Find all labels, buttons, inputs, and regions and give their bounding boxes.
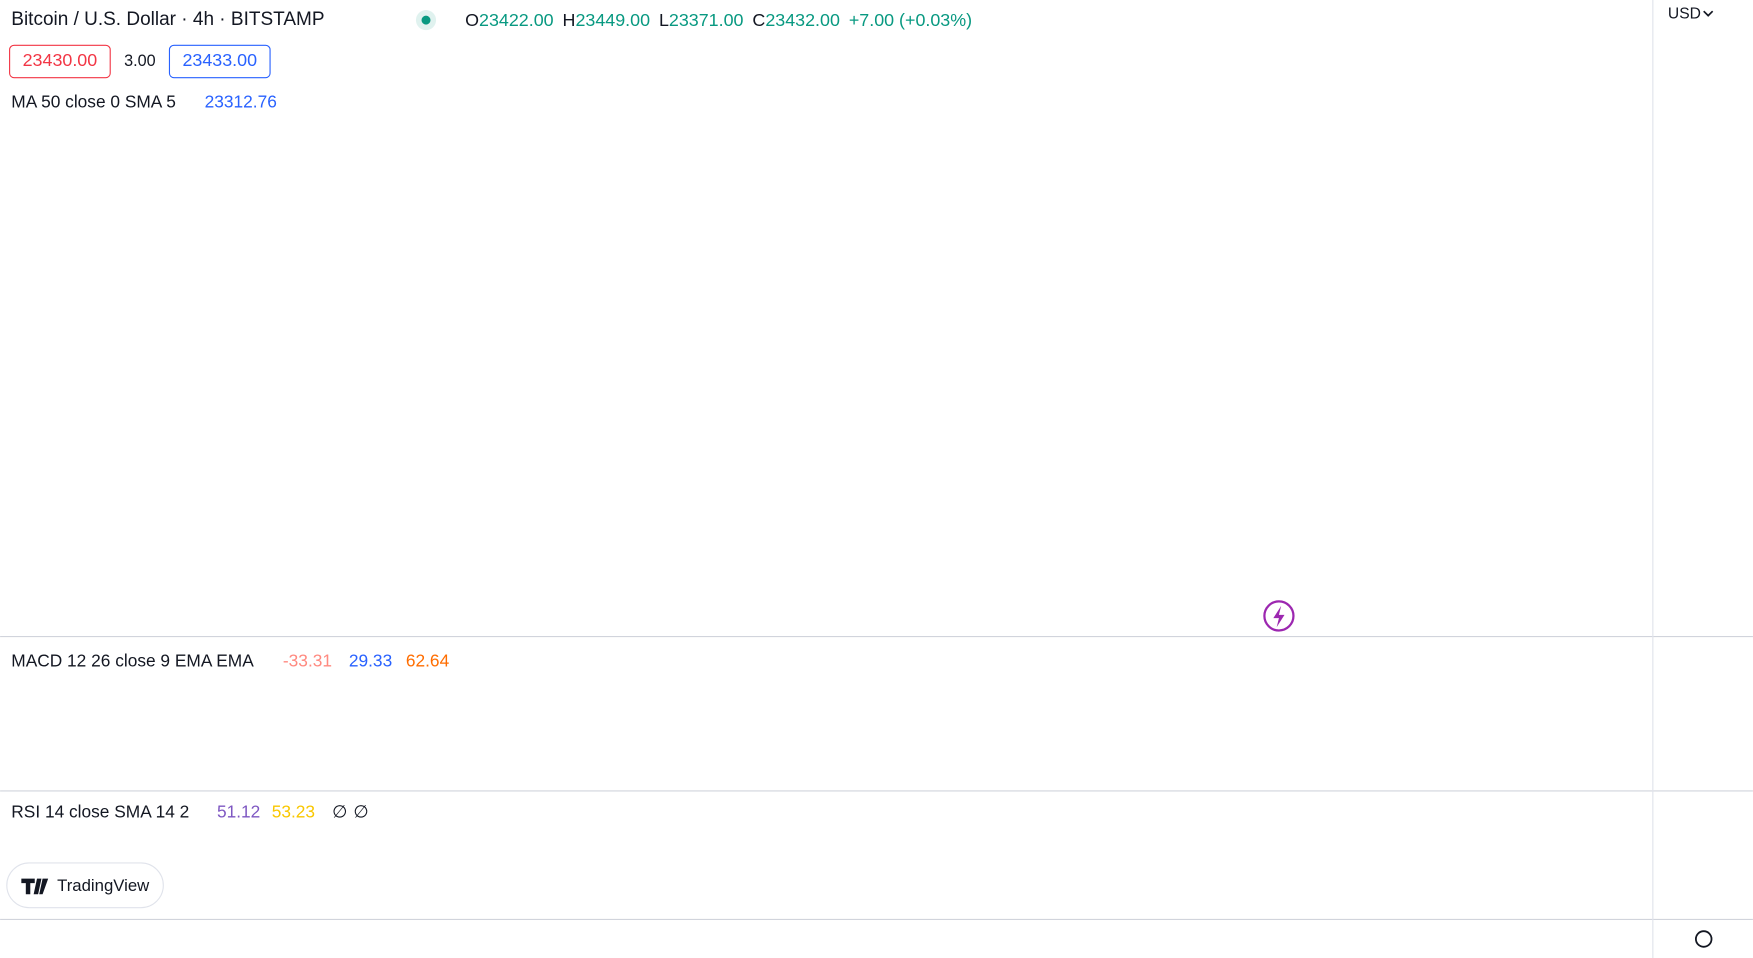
bid-price: 23430.00 xyxy=(23,50,98,70)
brand-name: TradingView xyxy=(57,876,150,895)
ohlc-key: L xyxy=(659,10,669,30)
symbol-title: Bitcoin / U.S. Dollar · 4h · BITSTAMP xyxy=(11,9,324,30)
currency[interactable]: USD xyxy=(1668,6,1701,23)
ma-legend: MA 50 close 0 SMA 5 xyxy=(11,91,176,111)
rsi-legend: RSI 14 close SMA 14 2 xyxy=(11,801,189,821)
spread: 3.00 xyxy=(124,52,156,70)
ask-price: 23433.00 xyxy=(182,50,257,70)
macd-hist-value: -33.31 xyxy=(283,650,332,670)
brand-badge[interactable] xyxy=(6,862,164,909)
buy-button[interactable] xyxy=(168,44,271,79)
macd-legend: MACD 12 26 close 9 EMA EMA xyxy=(11,650,254,670)
ma-value: 23312.76 xyxy=(205,91,277,111)
currency-caret xyxy=(1703,10,1714,17)
events-icon-bolt xyxy=(1273,605,1285,628)
change: +7.00 (+0.03%) xyxy=(849,10,972,30)
ohlc-key: O xyxy=(465,10,479,30)
ohlc-key: C xyxy=(752,10,765,30)
ohlc-value: 23371.00 xyxy=(669,10,744,30)
sell-button[interactable] xyxy=(9,44,111,79)
brand-logo xyxy=(21,878,49,895)
macd-value: 29.33 xyxy=(349,650,392,670)
rsi-extra: ∅ xyxy=(353,801,368,821)
ohlc-value: 23422.00 xyxy=(479,10,554,30)
settings-icon[interactable] xyxy=(1694,930,1713,948)
ohlc: O23422.00 H23449.00 L23371.00 C23432.00 +7.0… xyxy=(465,10,972,30)
ohlc-value: 23449.00 xyxy=(575,10,650,30)
ohlc-value: 23432.00 xyxy=(765,10,840,30)
rsi-ma-value: 53.23 xyxy=(272,801,315,821)
rsi-extra: ∅ xyxy=(332,801,347,821)
macd-signal-value: 62.64 xyxy=(406,650,450,670)
rsi-value: 51.12 xyxy=(217,801,260,821)
market-status-dot xyxy=(421,15,431,25)
ohlc-key: H xyxy=(563,10,576,30)
